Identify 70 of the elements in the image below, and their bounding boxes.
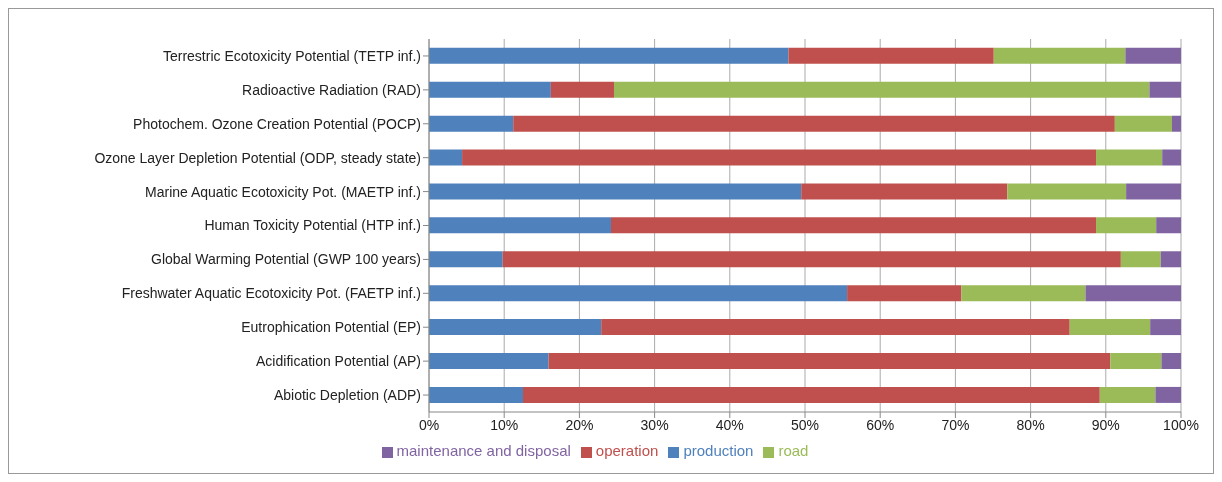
y-tick-label: Global Warming Potential (GWP 100 years) xyxy=(151,251,421,268)
y-tick-label: Eutrophication Potential (EP) xyxy=(241,319,421,336)
y-tick-label: Abiotic Depletion (ADP) xyxy=(273,387,421,404)
y-tick-label: Freshwater Aquatic Ecotoxicity Pot. (FAETP inf.) xyxy=(121,285,421,302)
bar xyxy=(548,353,1111,369)
bar xyxy=(993,47,1126,64)
y-tick-label: Human Toxicity Potential (HTP inf.) xyxy=(204,217,421,234)
bar xyxy=(1126,183,1181,200)
legend-label: production xyxy=(683,442,754,459)
bar xyxy=(523,386,1100,403)
bar xyxy=(1096,217,1157,234)
y-tick-label: Radioactive Radiation (RAD) xyxy=(242,81,421,98)
bar xyxy=(429,47,789,64)
bar xyxy=(1161,353,1181,369)
x-tick-label: 100% xyxy=(1163,416,1199,433)
bar xyxy=(1120,251,1161,268)
bar xyxy=(1096,149,1163,166)
bar xyxy=(1125,47,1181,64)
bar xyxy=(429,251,503,268)
bar xyxy=(847,285,962,302)
bar xyxy=(429,81,551,98)
bar xyxy=(613,81,1150,98)
bar xyxy=(550,81,614,98)
x-tick-label: 70% xyxy=(941,416,970,433)
bar xyxy=(788,47,994,64)
legend-label: operation xyxy=(595,442,659,459)
bar xyxy=(502,251,1121,268)
bar xyxy=(1110,353,1162,369)
x-tick-label: 20% xyxy=(565,416,594,433)
legend-label: road xyxy=(778,442,809,459)
bar xyxy=(1160,251,1181,268)
bar xyxy=(429,115,514,132)
x-tick-label: 80% xyxy=(1016,416,1045,433)
x-tick-label: 60% xyxy=(866,416,895,433)
x-tick-label: 0% xyxy=(418,416,440,433)
bar xyxy=(429,183,802,200)
y-tick-label: Terrestric Ecotoxicity Potential (TETP inf.) xyxy=(162,47,421,64)
y-tick-label: Ozone Layer Depletion Potential (ODP, steady state) xyxy=(94,149,421,166)
bar xyxy=(610,217,1097,234)
bar xyxy=(1007,183,1127,200)
x-tick-label: 90% xyxy=(1091,416,1120,433)
bar xyxy=(1099,386,1156,403)
legend-label: maintenance and disposal xyxy=(396,442,571,459)
x-tick-label: 30% xyxy=(640,416,669,433)
bar xyxy=(429,149,463,166)
x-tick-label: 40% xyxy=(715,416,744,433)
bar xyxy=(1171,115,1181,132)
bar xyxy=(1149,81,1181,98)
bar xyxy=(429,386,523,403)
bar xyxy=(513,115,1115,132)
bar xyxy=(801,183,1008,200)
x-tick-label: 10% xyxy=(490,416,519,433)
y-tick-label: Photochem. Ozone Creation Potential (POCP) xyxy=(133,115,421,132)
y-tick-label: Acidification Potential (AP) xyxy=(256,353,421,370)
bar xyxy=(1114,115,1172,132)
bar xyxy=(1155,386,1181,403)
bar xyxy=(1069,319,1151,336)
bar xyxy=(429,217,611,234)
x-tick-label: 50% xyxy=(790,416,820,433)
bar xyxy=(1150,319,1181,336)
bar xyxy=(429,353,549,369)
bar xyxy=(1085,285,1181,302)
bar xyxy=(961,285,1086,302)
bar xyxy=(429,285,848,302)
bar xyxy=(601,319,1070,336)
bar xyxy=(462,149,1097,166)
bar xyxy=(1156,217,1181,234)
bar xyxy=(1162,149,1181,166)
bar xyxy=(429,319,602,336)
y-tick-label: Marine Aquatic Ecotoxicity Pot. (MAETP inf.) xyxy=(145,183,421,200)
